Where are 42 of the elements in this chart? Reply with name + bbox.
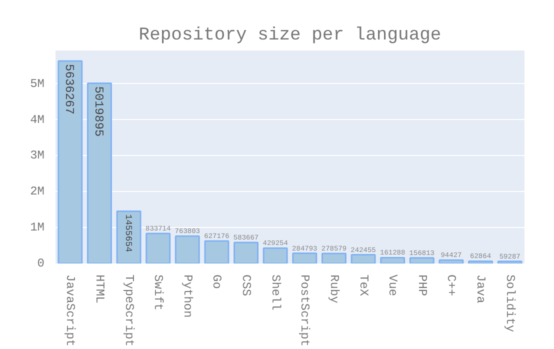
x-tick-label: Java <box>474 274 488 304</box>
bar <box>350 254 376 264</box>
bar <box>321 252 346 264</box>
x-tick-label: Shell <box>268 274 282 311</box>
bar <box>58 60 83 264</box>
bar <box>174 235 200 264</box>
bar <box>438 259 464 264</box>
y-tick-label: 4M <box>30 112 45 127</box>
x-tick-label: C++ <box>444 274 458 296</box>
y-tick-label: 1M <box>30 220 45 235</box>
chart-title: Repository size per language <box>138 26 442 46</box>
x-tick-label: Swift <box>151 274 166 311</box>
x-tick-label: PostScript <box>298 274 312 347</box>
x-tick-label: JavaScript <box>63 274 78 347</box>
y-tick-label: 0 <box>37 256 44 270</box>
bar <box>468 260 494 264</box>
bar <box>380 256 406 264</box>
bar <box>409 257 434 264</box>
bar <box>234 242 259 264</box>
x-tick-label: Python <box>180 274 194 318</box>
bar <box>262 247 288 264</box>
bar <box>86 82 112 264</box>
y-tick-label: 2M <box>30 184 45 199</box>
x-tick-label: HTML <box>92 274 106 304</box>
x-tick-label: CSS <box>239 274 254 296</box>
bar <box>204 240 230 264</box>
bar <box>146 232 171 264</box>
bar <box>497 260 522 264</box>
x-tick-label: TypeScript <box>122 274 136 347</box>
data-label: 5019895 <box>91 86 106 137</box>
x-tick-label: Ruby <box>326 274 341 304</box>
y-tick-label: 5M <box>30 76 45 91</box>
data-label: 5636267 <box>62 64 76 114</box>
bar <box>116 210 142 264</box>
bar <box>292 252 318 264</box>
x-tick-label: Solidity <box>502 274 517 332</box>
x-tick-label: Vue <box>386 274 400 296</box>
y-tick-label: 3M <box>30 148 45 163</box>
x-tick-label: TeX <box>356 274 370 296</box>
data-label: 1455654 <box>122 214 133 252</box>
x-tick-label: PHP <box>414 274 429 296</box>
x-tick-label: Go <box>210 274 224 289</box>
